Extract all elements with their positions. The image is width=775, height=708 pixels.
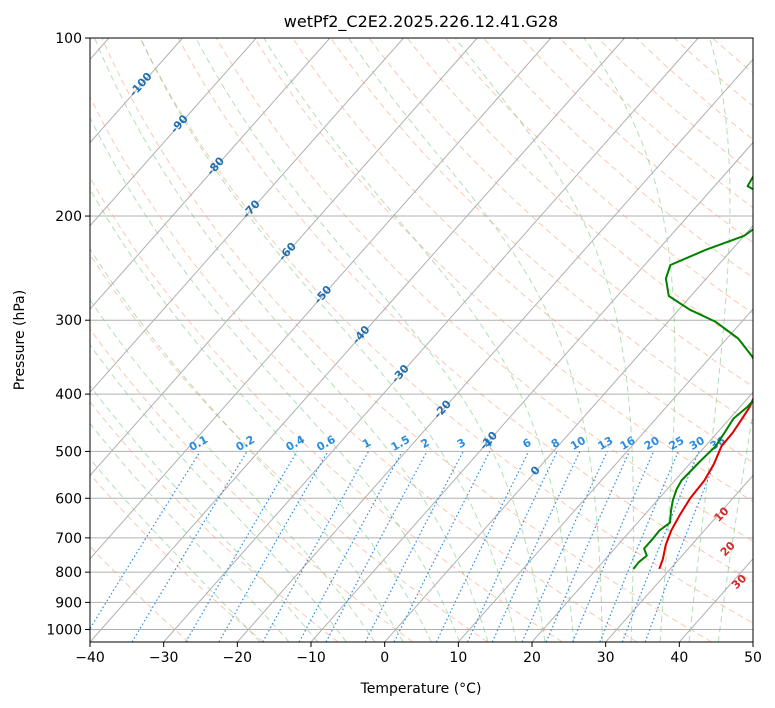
- isotherm-line: [90, 38, 257, 227]
- mixing-ratio-line: [599, 451, 679, 642]
- dry-adiabat-line: [90, 545, 190, 642]
- x-axis-label: Temperature (°C): [360, 681, 482, 697]
- moist-adiabat-line: [263, 38, 575, 642]
- isotherm-line: [310, 141, 753, 642]
- mixing-ratio-lines: [90, 451, 721, 642]
- isotherm-line: [90, 38, 183, 144]
- isotherm-line: [90, 38, 478, 477]
- y-axis-label: Pressure (hPa): [12, 290, 28, 390]
- moist-adiabat-line: [90, 458, 261, 642]
- mixing-ratio-line: [364, 451, 464, 642]
- isotherm-line: [90, 38, 331, 310]
- mixing-ratio-line: [644, 451, 721, 642]
- isotherm-line: [90, 38, 552, 560]
- moist-adiabat-line: [140, 38, 517, 642]
- isotherm-line: [457, 308, 753, 642]
- x-tick-label: 50: [744, 650, 762, 666]
- mixing-ratio-line: [325, 451, 428, 642]
- moist-adiabat-line: [454, 38, 634, 642]
- mixing-ratio-line: [298, 451, 403, 642]
- moist-adiabat-line: [688, 38, 731, 642]
- chart-title: wetPf2_C2E2.2025.226.12.41.G28: [284, 12, 558, 32]
- isotherm-line: [384, 225, 753, 642]
- y-tick-label: 200: [55, 209, 82, 225]
- x-tick-label: 20: [523, 650, 541, 666]
- isotherm-line: [90, 38, 404, 394]
- y-tick-label: 1000: [46, 622, 82, 638]
- isotherm-line: [531, 391, 753, 642]
- y-tick-label: 100: [55, 31, 82, 47]
- x-tick-label: 0: [380, 650, 389, 666]
- x-tick-label: −30: [149, 650, 179, 666]
- y-tick-label: 700: [55, 531, 82, 547]
- profile-series: [632, 174, 753, 570]
- mixing-ratio-line: [621, 451, 700, 642]
- moist-adiabat-line: [717, 409, 753, 642]
- dry-adiabat-line: [368, 38, 753, 388]
- moist-adiabat-line: [94, 38, 489, 642]
- temperature-profile-line: [658, 396, 753, 570]
- mixing-ratio-line: [90, 451, 201, 630]
- moist-adiabat-line: [583, 38, 676, 642]
- isotherm-line: [236, 58, 753, 642]
- dry-adiabat-line: [139, 38, 753, 624]
- x-tick-label: −20: [223, 650, 253, 666]
- moist-adiabat-line: [90, 385, 319, 642]
- dry-adiabat-line: [177, 38, 753, 583]
- dry-adiabat-line: [101, 38, 712, 642]
- dry-adiabat-line: [90, 400, 339, 642]
- pressure-gridlines: [90, 38, 753, 630]
- moist-adiabat-line: [90, 344, 347, 642]
- dry-adiabat-line: [330, 38, 753, 425]
- moist-adiabat-line: [195, 38, 546, 642]
- plot-frame: [89, 37, 754, 643]
- dry-adiabat-line: [254, 38, 753, 502]
- dry-adiabat-line: [90, 253, 488, 642]
- moist-adiabat-label: 40: [751, 602, 771, 622]
- mixing-ratio-line: [545, 451, 630, 642]
- isotherm-line: [163, 38, 699, 642]
- y-tick-label: 300: [55, 313, 82, 329]
- isotherms: [90, 38, 753, 642]
- moist-adiabat-line: [90, 247, 404, 642]
- x-tick-label: −40: [75, 650, 105, 666]
- dry-adiabat-line: [90, 473, 264, 642]
- dewpoint-profile-line: [632, 174, 753, 570]
- dry-adiabat-line: [90, 176, 563, 642]
- mixing-ratio-line: [521, 451, 608, 642]
- y-tick-label: 400: [55, 387, 82, 403]
- dry-adiabat-line: [406, 38, 753, 351]
- moist-adiabat-line: [348, 38, 603, 642]
- moist-adiabats: [90, 38, 753, 642]
- mixing-ratio-line: [262, 451, 370, 642]
- x-tick-label: 40: [670, 650, 688, 666]
- axes: −40 −30 −20 −10 0 10 20 30 40 50 100 200 300 400 500 60…: [46, 31, 762, 666]
- isotherm-line: [90, 38, 625, 642]
- moist-adiabat-line: [90, 422, 290, 642]
- y-tick-label: 800: [55, 565, 82, 581]
- x-tick-label: −10: [296, 650, 326, 666]
- y-tick-label: 600: [55, 491, 82, 507]
- x-tick-label: 10: [449, 650, 467, 666]
- mixing-ratio-line: [393, 451, 491, 642]
- mixing-ratio-line: [572, 451, 655, 642]
- moist-adiabat-line: [90, 299, 376, 642]
- isotherm-line: [605, 474, 753, 642]
- x-tick-label: 30: [597, 650, 615, 666]
- dry-adiabat-line: [292, 38, 753, 464]
- moist-adiabat-line: [90, 116, 461, 642]
- y-tick-label: 900: [55, 595, 82, 611]
- y-tick-label: 500: [55, 444, 82, 460]
